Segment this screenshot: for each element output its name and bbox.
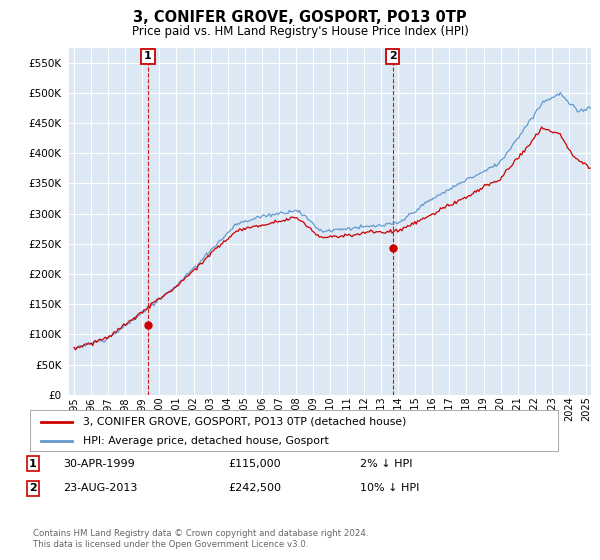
Text: 1: 1 xyxy=(29,459,37,469)
Text: Contains HM Land Registry data © Crown copyright and database right 2024.
This d: Contains HM Land Registry data © Crown c… xyxy=(33,529,368,549)
Text: 2: 2 xyxy=(389,52,397,61)
Text: 1: 1 xyxy=(144,52,152,61)
Text: 10% ↓ HPI: 10% ↓ HPI xyxy=(360,483,419,493)
Text: 2: 2 xyxy=(29,483,37,493)
Text: £115,000: £115,000 xyxy=(228,459,281,469)
Text: Price paid vs. HM Land Registry's House Price Index (HPI): Price paid vs. HM Land Registry's House … xyxy=(131,25,469,38)
Text: HPI: Average price, detached house, Gosport: HPI: Average price, detached house, Gosp… xyxy=(83,436,329,446)
Text: 3, CONIFER GROVE, GOSPORT, PO13 0TP: 3, CONIFER GROVE, GOSPORT, PO13 0TP xyxy=(133,10,467,25)
Text: £242,500: £242,500 xyxy=(228,483,281,493)
Text: 2% ↓ HPI: 2% ↓ HPI xyxy=(360,459,413,469)
Text: 30-APR-1999: 30-APR-1999 xyxy=(63,459,135,469)
Text: 23-AUG-2013: 23-AUG-2013 xyxy=(63,483,137,493)
Text: 3, CONIFER GROVE, GOSPORT, PO13 0TP (detached house): 3, CONIFER GROVE, GOSPORT, PO13 0TP (det… xyxy=(83,417,406,427)
